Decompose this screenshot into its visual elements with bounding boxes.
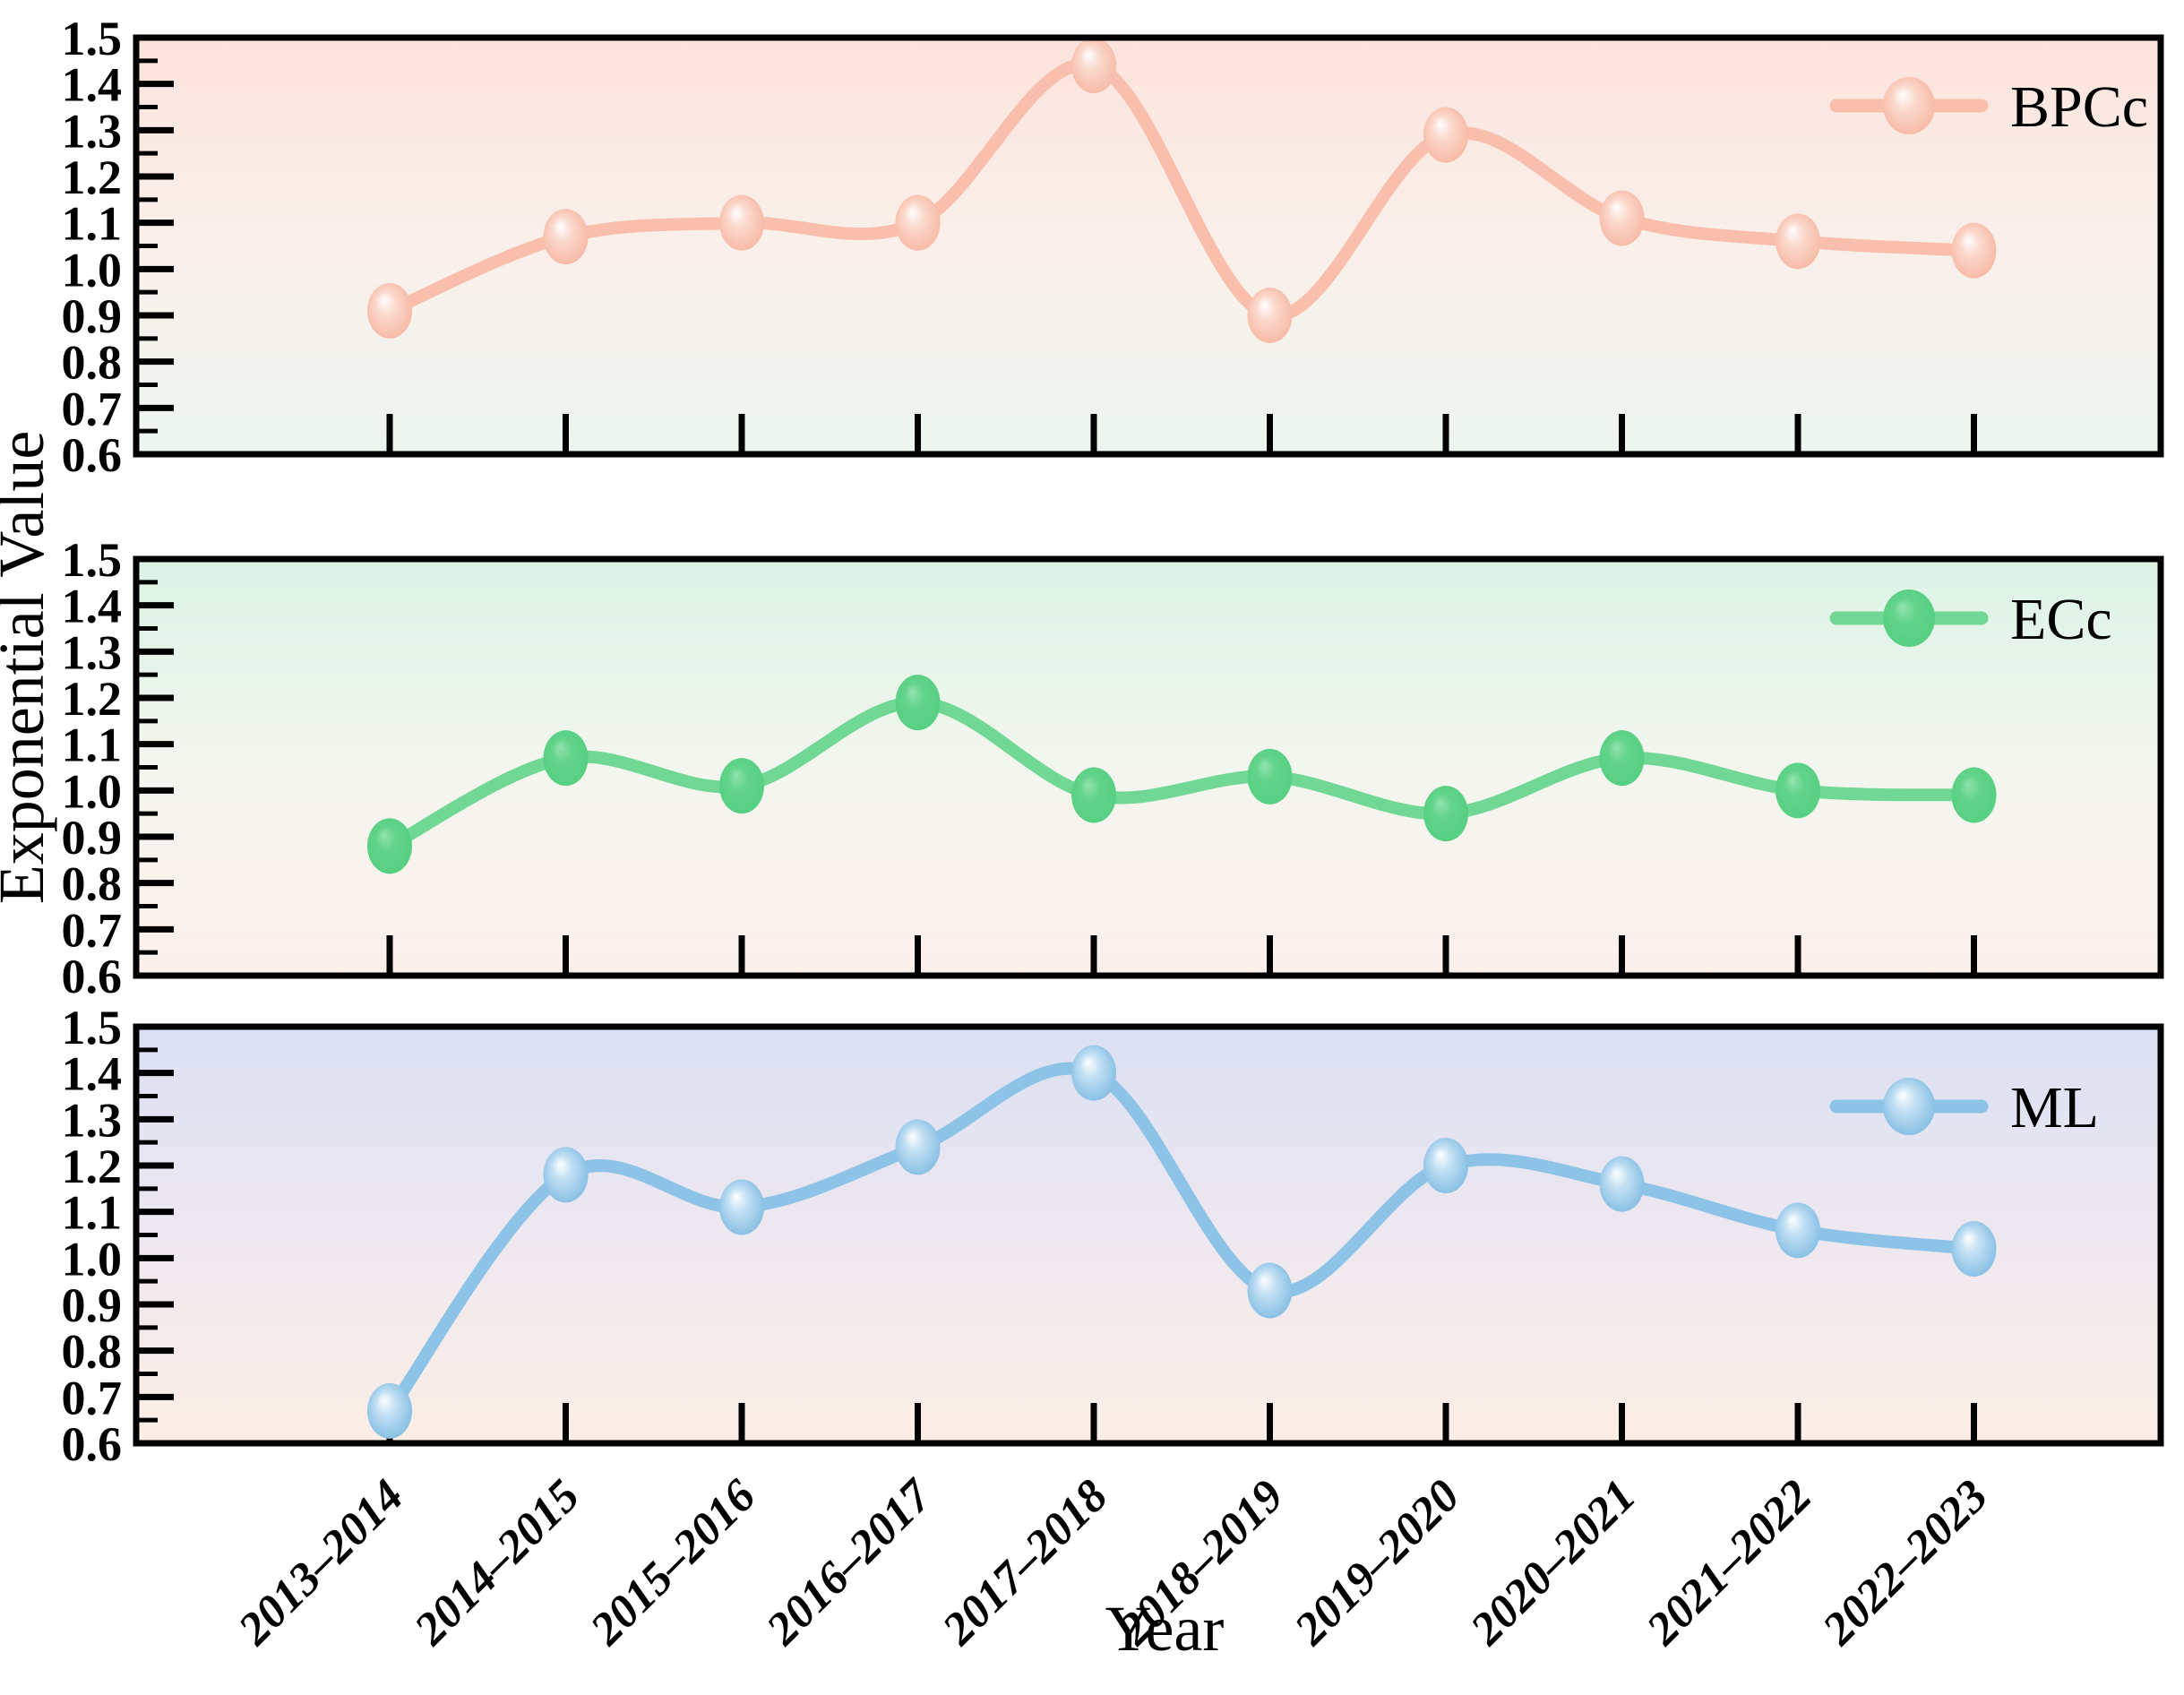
x-tick-label: 2015–2016 (580, 1470, 765, 1655)
y-tick-label: 0.8 (62, 336, 123, 390)
bpcc-marker (1423, 107, 1468, 163)
legend-marker (1883, 589, 1935, 647)
ecc-marker (367, 818, 412, 874)
panel-bpcc: 0.60.70.80.91.01.11.21.31.41.5 BPCc (62, 12, 2164, 482)
y-tick-label: 0.7 (62, 1371, 123, 1424)
ml-marker (1423, 1138, 1468, 1193)
y-tick-label: 0.8 (62, 857, 123, 911)
x-tick-label: 2014–2015 (405, 1470, 589, 1655)
y-tick-label: 0.9 (62, 289, 123, 343)
y-tick-label: 1.1 (62, 197, 123, 251)
y-tick-label: 0.7 (62, 903, 123, 957)
y-tick-label: 1.1 (62, 1186, 123, 1240)
y-tick-label: 0.6 (62, 428, 123, 482)
ml-marker (1071, 1045, 1116, 1101)
ecc-line (383, 696, 1981, 853)
panel-ecc: 0.60.70.80.91.01.11.21.31.41.5 ECc (62, 533, 2164, 1003)
bpcc-marker (1599, 190, 1645, 246)
ml-marker (1776, 1202, 1820, 1259)
ecc-marker (1247, 748, 1293, 804)
y-tick-label: 0.7 (62, 382, 123, 435)
ecc-marker (1423, 786, 1468, 842)
legend-label: ECc (2010, 587, 2112, 652)
bpcc-marker (719, 194, 764, 251)
ecc-marker (719, 758, 764, 814)
y-tick-label: 1.5 (62, 1001, 123, 1054)
y-tick-label: 1.3 (62, 104, 123, 158)
y-axis-title: Exponential Value (0, 431, 57, 905)
legend-marker (1883, 1078, 1935, 1135)
legend-marker (1883, 77, 1935, 134)
ecc-marker (543, 730, 589, 787)
ecc-marker (895, 675, 941, 731)
y-tick-label: 1.4 (62, 580, 123, 633)
bpcc-marker (1071, 38, 1116, 93)
chart-panels: 0.60.70.80.91.01.11.21.31.41.5BPCc0.60.7… (62, 12, 2164, 1656)
y-tick-label: 0.9 (62, 1278, 123, 1332)
ml-line (383, 1062, 1981, 1417)
y-tick-label: 1.0 (62, 764, 123, 818)
y-tick-label: 1.4 (62, 58, 123, 112)
y-tick-label: 1.3 (62, 625, 123, 679)
bpcc-marker (1776, 213, 1820, 270)
bpcc-legend: BPCc (1829, 74, 2148, 140)
y-tick-label: 0.8 (62, 1325, 123, 1379)
ml-marker (367, 1382, 412, 1439)
bpcc-marker (543, 209, 589, 265)
ecc-marker (1599, 730, 1645, 787)
x-tick-label: 2016–2017 (757, 1469, 943, 1656)
ml-marker (1951, 1221, 1997, 1277)
panel-border (133, 555, 2164, 979)
ecc-marker (1071, 767, 1116, 823)
y-tick-label: 0.6 (62, 1417, 123, 1471)
x-tick-label: 2021–2022 (1637, 1470, 1821, 1655)
bpcc-marker (895, 194, 941, 251)
y-tick-label: 1.1 (62, 718, 123, 772)
y-tick-label: 1.4 (62, 1047, 123, 1101)
bpcc-line (383, 57, 1981, 323)
ml-marker (543, 1147, 589, 1203)
panel-background (136, 559, 2161, 976)
y-tick-label: 1.0 (62, 243, 123, 297)
ml-legend: ML (1829, 1075, 2099, 1140)
ecc-marker (1951, 767, 1997, 823)
bpcc-marker (367, 282, 412, 339)
x-tick-label: 2020–2021 (1461, 1470, 1646, 1655)
y-tick-label: 1.2 (62, 151, 123, 204)
ml-marker (1599, 1156, 1645, 1212)
y-tick-label: 0.9 (62, 811, 123, 865)
x-tick-label: 2022–2023 (1813, 1470, 1998, 1655)
y-tick-label: 1.2 (62, 672, 123, 726)
bpcc-marker (1951, 222, 1997, 279)
x-tick-label: 2019–2020 (1285, 1470, 1469, 1655)
y-tick-label: 1.5 (62, 533, 123, 587)
y-tick-label: 1.5 (62, 12, 123, 65)
legend-label: ML (2010, 1075, 2099, 1140)
bpcc-marker (1247, 288, 1293, 343)
legend-label: BPCc (2010, 74, 2148, 140)
panel-border (133, 34, 2164, 458)
panel-ml: 0.60.70.80.91.01.11.21.31.41.5 ML 2013–201… (62, 1001, 2164, 1656)
y-tick-label: 1.2 (62, 1140, 123, 1193)
y-tick-label: 0.6 (62, 950, 123, 1003)
panel-border (133, 1023, 2164, 1447)
ml-marker (895, 1119, 941, 1175)
x-axis-title: Year (1105, 1593, 1225, 1665)
x-tick-label: 2017–2018 (933, 1470, 1117, 1655)
y-tick-label: 1.3 (62, 1093, 123, 1147)
y-tick-label: 1.0 (62, 1232, 123, 1286)
ml-marker (719, 1179, 764, 1235)
x-tick-label: 2013–2014 (228, 1470, 413, 1655)
ecc-marker (1776, 762, 1820, 819)
ecc-legend: ECc (1829, 587, 2112, 652)
ml-marker (1247, 1262, 1293, 1319)
